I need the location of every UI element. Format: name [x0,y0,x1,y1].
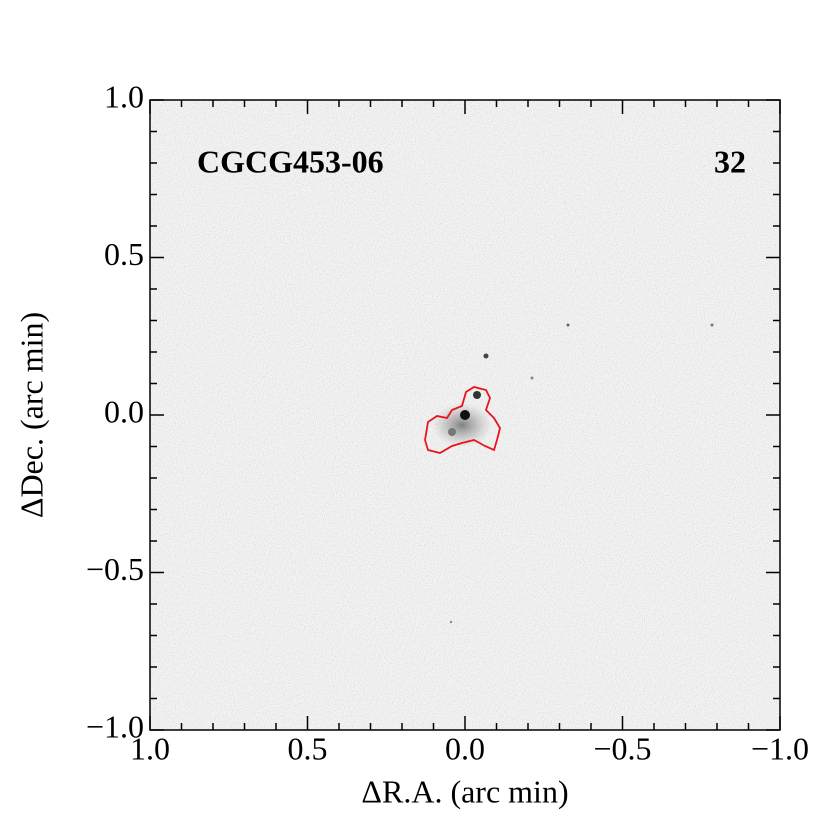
x-tick-label: 1.0 [130,730,170,766]
y-axis-label: ΔDec. (arc min) [13,312,49,518]
x-tick-label: −1.0 [751,730,809,766]
x-tick-label: 0.5 [288,730,328,766]
y-tick-label: −0.5 [86,551,144,587]
x-tick-label: 0.0 [445,730,485,766]
sky-image [150,100,780,730]
y-tick-label: 1.0 [104,78,144,114]
x-tick-label: −0.5 [593,730,651,766]
annotation: CGCG453-06 [197,143,384,179]
y-tick-label: −1.0 [86,708,144,744]
y-tick-label: 0.0 [104,393,144,429]
contour [424,386,501,454]
x-axis-label: ΔR.A. (arc min) [361,773,568,809]
y-tick-label: 0.5 [104,236,144,272]
annotation: 32 [714,143,746,179]
